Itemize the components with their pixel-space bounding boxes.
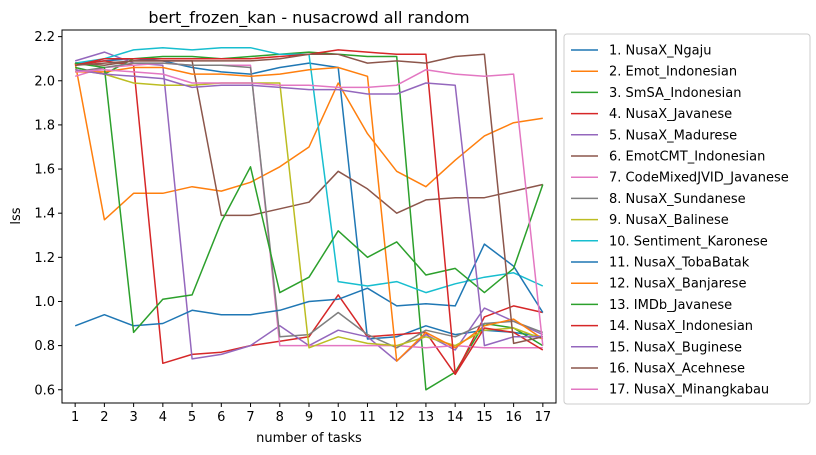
x-axis: 1 2 3 4 5 6 7 8 9 10 11 12 13 14 15 16 17 <box>71 403 551 425</box>
series-line-7 <box>74 62 543 349</box>
legend-label-9: 9. NusaX_Balinese <box>609 213 729 228</box>
legend-label-6: 6. EmotCMT_Indonesian <box>609 150 765 165</box>
x-tick-label: 8 <box>276 410 284 425</box>
series-line-4 <box>75 60 543 376</box>
x-tick-label: 6 <box>217 410 225 425</box>
x-tick-label: 5 <box>188 410 196 425</box>
y-tick-label: 1.4 <box>34 207 55 222</box>
legend-label-1: 1. NusaX_Ngaju <box>609 44 711 59</box>
legend-label-15: 15. NusaX_Buginese <box>609 340 742 355</box>
series-line-15 <box>75 68 543 347</box>
series-line-16 <box>75 53 543 345</box>
legend-label-13: 13. IMDb_Javanese <box>609 298 732 313</box>
series-line-8 <box>75 62 544 349</box>
series-line-2 <box>74 62 543 221</box>
series-line-13 <box>75 62 544 334</box>
legend-label-5: 5. NusaX_Madurese <box>609 128 737 143</box>
y-tick-label: 2.0 <box>34 74 55 89</box>
x-tick-label: 10 <box>330 410 347 425</box>
y-tick-label: 1.0 <box>34 295 55 310</box>
x-tick-label: 1 <box>71 410 79 425</box>
y-tick-label: 1.2 <box>34 251 55 266</box>
x-axis-title: number of tasks <box>256 431 362 446</box>
plot-series <box>74 46 544 391</box>
legend-label-10: 10. Sentiment_Karonese <box>609 234 768 249</box>
legend-label-8: 8. NusaX_Sundanese <box>609 192 746 207</box>
series-line-17 <box>75 68 544 346</box>
y-tick-label: 0.6 <box>34 383 55 398</box>
legend-label-3: 3. SmSA_Indonesian <box>609 86 741 101</box>
x-tick-label: 2 <box>100 410 108 425</box>
chart-title: bert_frozen_kan - nusacrowd all random <box>148 8 469 28</box>
legend-label-17: 17. NusaX_Minangkabau <box>609 383 769 398</box>
x-tick-label: 16 <box>505 410 522 425</box>
x-tick-label: 9 <box>305 410 313 425</box>
y-tick-label: 0.8 <box>34 339 55 354</box>
series-line-5 <box>74 51 544 362</box>
x-tick-label: 7 <box>246 410 254 425</box>
x-tick-label: 14 <box>447 410 464 425</box>
series-line-1 <box>75 57 543 340</box>
x-tick-label: 15 <box>476 410 493 425</box>
legend-label-14: 14. NusaX_Indonesian <box>609 319 753 334</box>
series-line-11 <box>74 243 544 327</box>
y-axis-title: lss <box>9 207 24 224</box>
series-line-12 <box>75 66 544 362</box>
legend: 1. NusaX_Ngaju 2. Emot_Indonesian 3. SmSA_… <box>563 33 811 405</box>
legend-label-16: 16. NusaX_Acehnese <box>609 362 745 377</box>
x-tick-label: 13 <box>418 410 435 425</box>
x-tick-label: 3 <box>129 410 137 425</box>
y-tick-label: 1.8 <box>34 118 55 133</box>
legend-label-12: 12. NusaX_Banjarese <box>609 277 746 292</box>
legend-label-7: 7. CodeMixedJVID_Javanese <box>609 171 789 186</box>
series-line-9 <box>75 68 544 349</box>
x-tick-label: 17 <box>535 410 552 425</box>
x-tick-label: 4 <box>159 410 167 425</box>
legend-frame <box>563 33 811 405</box>
legend-label-4: 4. NusaX_Javanese <box>609 107 732 122</box>
legend-label-2: 2. Emot_Indonesian <box>609 65 737 80</box>
y-axis: 0.6 0.8 1.0 1.2 1.4 1.6 1.8 2.0 2.2 <box>34 30 62 398</box>
x-tick-label: 12 <box>388 410 405 425</box>
y-tick-label: 2.2 <box>34 30 55 45</box>
legend-label-11: 11. NusaX_TobaBatak <box>609 256 750 271</box>
y-tick-label: 1.6 <box>34 163 55 178</box>
x-tick-label: 11 <box>359 410 376 425</box>
